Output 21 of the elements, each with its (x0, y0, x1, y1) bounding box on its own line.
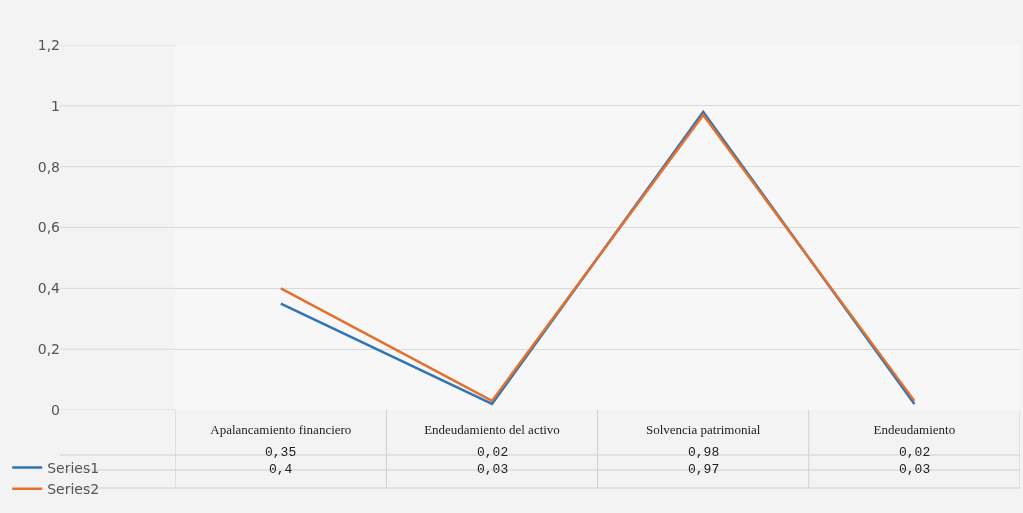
y-tick-label: 1 (51, 97, 60, 114)
y-tick-label: 0,6 (37, 219, 61, 236)
x-tick-label: Endeudamiento (873, 422, 956, 437)
data-label: 0,02 (899, 445, 931, 460)
legend-label: Series2 (47, 481, 100, 498)
data-label: 0,03 (899, 462, 931, 477)
y-tick-label: 1,2 (37, 36, 60, 53)
y-tick-label: 0,8 (37, 158, 60, 175)
y-tick-label: 0,4 (37, 280, 61, 297)
data-label: 0,02 (477, 445, 509, 460)
data-label: 0,4 (269, 462, 293, 477)
x-tick-label: Endeudamiento del activo (424, 422, 560, 437)
legend-label: Series1 (47, 460, 100, 477)
data-label: 0,35 (265, 445, 297, 460)
x-tick-label: Apalancamiento financiero (210, 422, 352, 437)
data-label: 0,98 (688, 445, 720, 460)
y-tick-label: 0,2 (37, 341, 60, 358)
y-tick-label: 0 (51, 401, 60, 418)
x-tick-label: Solvencia patrimonial (645, 422, 761, 437)
data-label: 0,97 (688, 462, 720, 477)
data-label: 0,03 (477, 462, 509, 477)
